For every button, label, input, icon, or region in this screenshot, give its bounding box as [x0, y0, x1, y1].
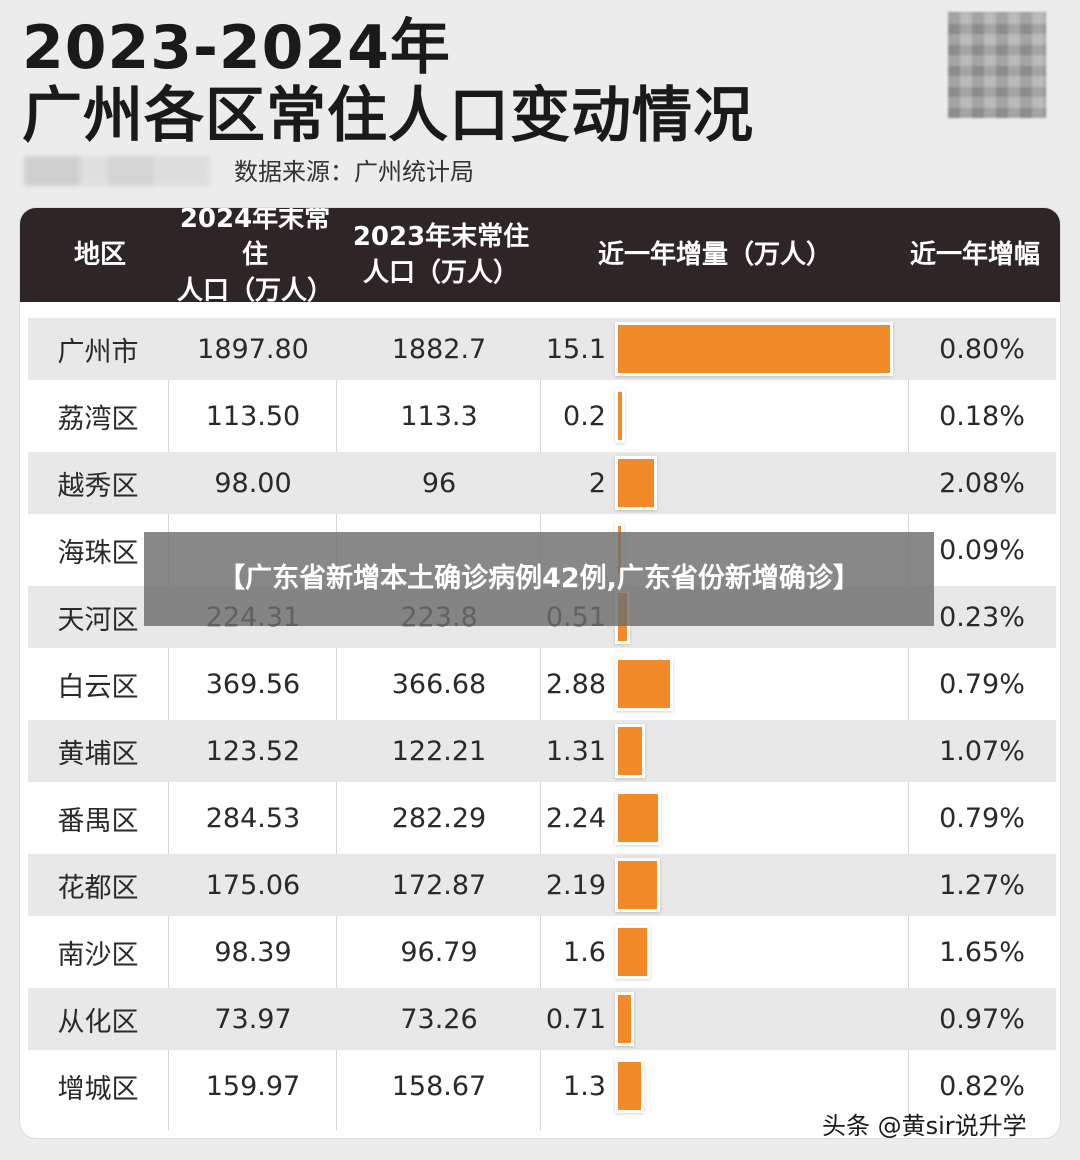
cell-pop-2023: 96.79	[400, 936, 478, 968]
cell-rate: 0.97%	[939, 1003, 1025, 1035]
cell-rate: 0.18%	[939, 400, 1025, 432]
data-table: 地区 2024年末常住 人口（万人） 2023年末常住 人口（万人） 近一年增量…	[20, 208, 1060, 1138]
cell-region: 广州市	[57, 336, 139, 368]
cell-rate: 0.23%	[939, 601, 1025, 633]
cell-pop-2023: 73.26	[400, 1003, 478, 1035]
delta-bar	[618, 1062, 642, 1110]
header-region: 地区	[73, 240, 126, 270]
watermark: 头条 @黄sir说升学	[822, 1112, 1027, 1140]
delta-bar	[618, 325, 890, 373]
cell-delta-value: 2.24	[545, 802, 606, 834]
delta-bar	[618, 459, 655, 507]
delta-bar	[618, 794, 659, 842]
cell-rate: 1.65%	[939, 936, 1025, 968]
delta-bar	[618, 727, 642, 775]
header-delta: 近一年增量（万人）	[597, 240, 832, 270]
table-header: 地区 2024年末常住 人口（万人） 2023年末常住 人口（万人） 近一年增量…	[20, 208, 1060, 306]
cell-pop-2024: 98.39	[214, 936, 292, 968]
cell-pop-2024: 73.97	[214, 1003, 292, 1035]
cell-pop-2024: 113.50	[205, 400, 301, 432]
chart-title: 2023-2024年 广州各区常住人口变动情况	[22, 14, 754, 150]
cell-region: 白云区	[57, 671, 139, 703]
cell-region: 荔湾区	[57, 403, 139, 435]
cell-rate: 2.08%	[939, 467, 1025, 499]
cell-delta-value: 0.71	[545, 1003, 606, 1035]
cell-delta-value: 1.3	[563, 1070, 606, 1102]
blurred-logo	[24, 156, 210, 186]
table-row: 花都区 175.06 172.87 2.19 1.27%	[28, 854, 1056, 916]
title-line-1: 2023-2024年	[22, 13, 451, 83]
cell-region: 海珠区	[57, 537, 139, 569]
qr-code-image	[948, 12, 1046, 118]
cell-pop-2023: 366.68	[391, 668, 487, 700]
table-row: 增城区 159.97 158.67 1.3 0.82%	[28, 1055, 1056, 1117]
cell-pop-2024: 175.06	[205, 869, 301, 901]
headline-text: 【广东省新增本土确诊病例42例,广东省份新增确诊】	[218, 563, 860, 594]
cell-delta-value: 0.2	[563, 400, 606, 432]
cell-region: 南沙区	[57, 939, 139, 971]
cell-region: 越秀区	[57, 470, 139, 502]
table-row: 白云区 369.56 366.68 2.88 0.79%	[28, 653, 1056, 715]
headline-overlay[interactable]: 【广东省新增本土确诊病例42例,广东省份新增确诊】	[144, 532, 934, 626]
delta-bar	[618, 660, 670, 708]
cell-pop-2024: 1897.80	[197, 333, 309, 365]
cell-pop-2023: 158.67	[391, 1070, 487, 1102]
cell-delta-value: 2.19	[545, 869, 606, 901]
cell-rate: 1.27%	[939, 869, 1025, 901]
cell-delta-value: 15.1	[545, 333, 606, 365]
cell-delta-value: 1.6	[563, 936, 606, 968]
delta-bar	[618, 861, 658, 909]
cell-pop-2023: 122.21	[391, 735, 487, 767]
cell-region: 从化区	[57, 1006, 139, 1038]
cell-delta-value: 1.31	[545, 735, 606, 767]
cell-region: 增城区	[57, 1073, 139, 1105]
cell-pop-2023: 113.3	[400, 400, 478, 432]
title-line-2: 广州各区常住人口变动情况	[22, 81, 754, 151]
cell-delta-value: 2	[588, 467, 606, 499]
cell-region: 黄埔区	[57, 738, 139, 770]
cell-pop-2024: 123.52	[205, 735, 301, 767]
cell-pop-2024: 369.56	[205, 668, 301, 700]
cell-pop-2023: 282.29	[391, 802, 487, 834]
table-row: 从化区 73.97 73.26 0.71 0.97%	[28, 988, 1056, 1050]
delta-bar	[618, 928, 647, 976]
cell-region: 花都区	[57, 872, 139, 904]
delta-bar	[618, 995, 631, 1043]
cell-rate: 0.79%	[939, 802, 1025, 834]
table-row: 番禺区 284.53 282.29 2.24 0.79%	[28, 787, 1056, 849]
cell-region: 番禺区	[57, 805, 139, 837]
delta-bar	[618, 392, 622, 440]
cell-rate: 1.07%	[939, 735, 1025, 767]
cell-rate: 0.80%	[939, 333, 1025, 365]
data-source: 数据来源：广州统计局	[234, 158, 474, 186]
cell-delta-value: 2.88	[545, 668, 606, 700]
table-row: 越秀区 98.00 96 2 2.08%	[28, 452, 1056, 514]
header-pop-2024: 2024年末常住 人口（万人）	[176, 208, 333, 306]
cell-rate: 0.79%	[939, 668, 1025, 700]
cell-pop-2024: 284.53	[205, 802, 301, 834]
cell-pop-2023: 96	[421, 467, 457, 499]
cell-pop-2024: 98.00	[214, 467, 292, 499]
table-row: 荔湾区 113.50 113.3 0.2 0.18%	[28, 385, 1056, 447]
header-pop-2023: 2023年末常住 人口（万人）	[352, 222, 530, 288]
cell-pop-2023: 1882.7	[391, 333, 487, 365]
cell-rate: 0.09%	[939, 534, 1025, 566]
cell-pop-2023: 172.87	[391, 869, 487, 901]
table-row: 广州市 1897.80 1882.7 15.1 0.80%	[28, 318, 1056, 380]
table-row: 黄埔区 123.52 122.21 1.31 1.07%	[28, 720, 1056, 782]
cell-rate: 0.82%	[939, 1070, 1025, 1102]
cell-pop-2024: 159.97	[205, 1070, 301, 1102]
header-rate: 近一年增幅	[909, 240, 1040, 270]
table-row: 南沙区 98.39 96.79 1.6 1.65%	[28, 921, 1056, 983]
cell-region: 天河区	[57, 604, 139, 636]
